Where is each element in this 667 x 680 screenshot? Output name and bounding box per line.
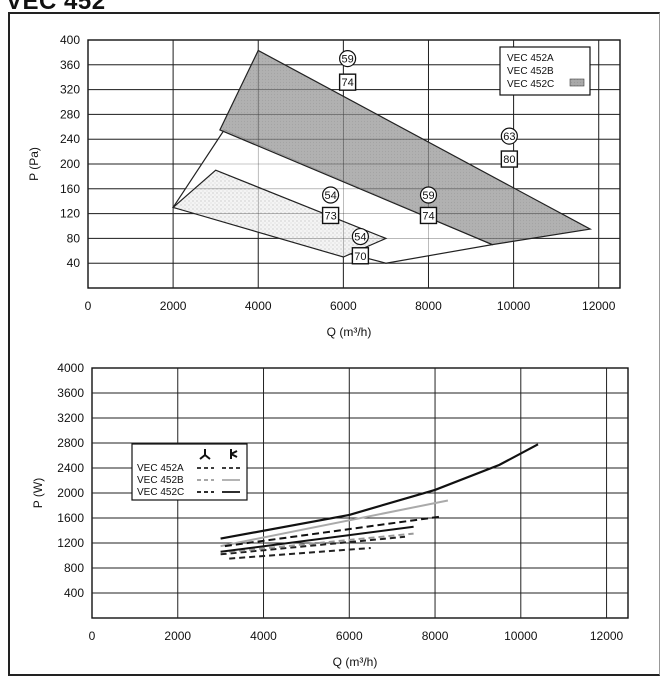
noise-level-circle-marker (500, 127, 518, 145)
power-x-tick-label: 2000 (164, 629, 191, 643)
pressure-y-tick-label: 320 (60, 83, 80, 97)
noise-level-circle-marker (321, 186, 340, 204)
noise-level-label: 74 (341, 77, 353, 89)
noise-level-circle-marker (339, 49, 357, 68)
power-x-tick-label: 0 (89, 629, 96, 643)
power-legend (131, 443, 248, 501)
noise-level-label: 54 (354, 232, 366, 244)
pressure-y-tick-label: 40 (67, 256, 81, 270)
power-y-tick-label: 4000 (57, 361, 84, 375)
pressure-x-tick-label: 8000 (415, 299, 442, 313)
pressure-y-axis-label: P (Pa) (27, 147, 41, 181)
power-series-line (229, 532, 414, 553)
noise-level-label: 73 (324, 210, 336, 222)
power-series-line (220, 525, 414, 553)
legend-swatch-452c (569, 78, 585, 87)
fan-icon-2-blades (230, 449, 238, 459)
page-title: VEC 452 (6, 0, 106, 15)
power-y-tick-label: 800 (64, 561, 84, 575)
power-y-tick-label: 2400 (57, 461, 84, 475)
power-y-tick-label: 400 (64, 586, 84, 600)
region-452c (219, 49, 593, 246)
noise-level-label: 59 (422, 190, 434, 202)
pressure-y-tick-label: 160 (60, 182, 80, 196)
pressure-legend-label: VEC 452A (507, 53, 554, 64)
figure-frame (8, 12, 660, 676)
noise-level-circle-marker (351, 227, 369, 246)
power-series-line (224, 515, 440, 548)
noise-level-label: 54 (324, 190, 336, 202)
power-y-tick-label: 3200 (57, 411, 84, 425)
noise-level-label: 74 (422, 210, 434, 222)
pressure-x-tick-label: 10000 (497, 299, 531, 313)
pressure-x-axis-label: Q (m³/h) (327, 325, 372, 339)
power-y-tick-label: 3600 (57, 386, 84, 400)
power-legend-label: VEC 452B (137, 475, 184, 486)
pressure-y-tick-label: 80 (67, 231, 81, 245)
noise-level-label: 80 (503, 154, 515, 166)
power-y-tick-label: 2000 (57, 486, 84, 500)
pressure-legend (499, 46, 591, 96)
power-x-tick-label: 6000 (336, 629, 363, 643)
pressure-y-tick-label: 360 (60, 58, 80, 72)
pressure-x-tick-label: 6000 (330, 299, 357, 313)
pressure-x-tick-label: 2000 (160, 299, 187, 313)
pressure-x-tick-label: 0 (85, 299, 92, 313)
pressure-y-tick-label: 120 (60, 207, 80, 221)
power-x-tick-label: 8000 (422, 629, 449, 643)
pressure-y-tick-label: 280 (60, 107, 80, 121)
noise-level-label: 70 (354, 251, 366, 263)
pressure-y-tick-label: 240 (60, 132, 80, 146)
power-x-axis-label: Q (m³/h) (333, 655, 378, 669)
power-series-line (220, 535, 406, 556)
noise-level-circle-marker (419, 186, 438, 204)
noise-level-square-marker (338, 73, 357, 91)
power-legend-label: VEC 452A (137, 463, 184, 474)
pressure-chart: 54 73 54 70 59 74 59 74 63 80 VEC 452A VEC 452B VEC … (27, 33, 621, 339)
power-legend-label: VEC 452C (137, 487, 184, 498)
noise-level-square-marker (321, 206, 340, 225)
fan-icon-1-blades (199, 449, 211, 460)
power-y-tick-label: 1200 (57, 536, 84, 550)
power-x-tick-label: 4000 (250, 629, 277, 643)
noise-level-label: 63 (503, 131, 515, 143)
pressure-legend-label: VEC 452C (507, 79, 554, 90)
noise-level-square-marker (500, 150, 519, 168)
pressure-x-tick-label: 12000 (582, 299, 616, 313)
power-series-line (220, 499, 449, 548)
power-series-line (229, 547, 371, 560)
power-x-tick-label: 10000 (504, 629, 538, 643)
noise-level-label: 59 (341, 54, 353, 66)
power-y-axis-label: P (W) (31, 478, 45, 508)
fan-icon-2 (230, 449, 238, 459)
fan-icon-1 (199, 449, 211, 460)
pressure-x-tick-label: 4000 (245, 299, 272, 313)
pressure-legend-label: VEC 452B (507, 66, 554, 77)
power-y-tick-label: 1600 (57, 511, 84, 525)
pressure-y-tick-label: 200 (60, 157, 80, 171)
noise-level-square-marker (419, 206, 438, 225)
power-y-tick-label: 2800 (57, 436, 84, 450)
noise-level-square-marker (351, 247, 370, 265)
pressure-y-tick-label: 400 (60, 33, 80, 47)
power-x-tick-label: 12000 (590, 629, 624, 643)
power-series-line (220, 443, 539, 540)
